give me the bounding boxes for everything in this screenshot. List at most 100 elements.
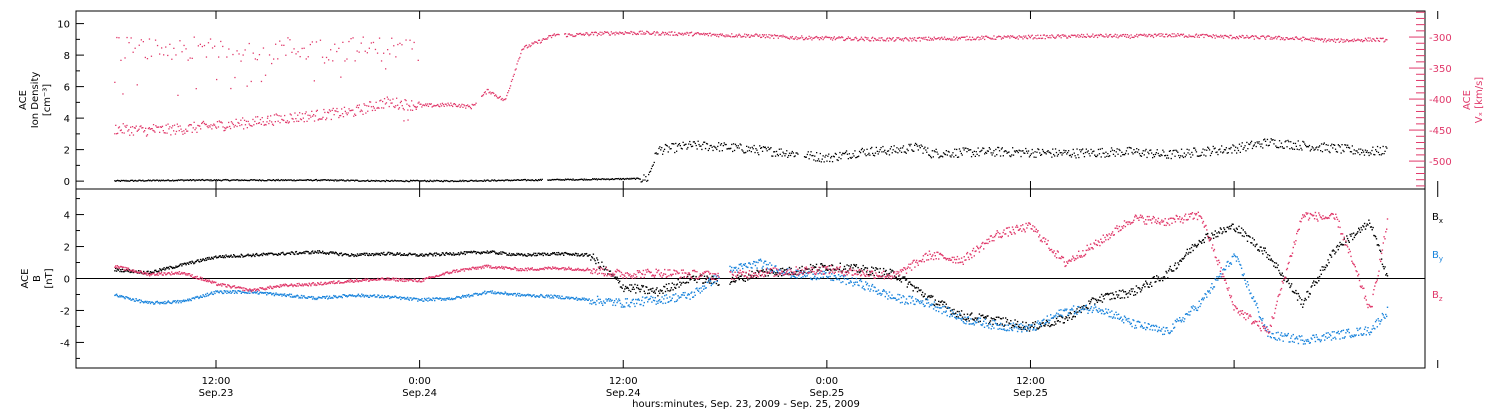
vx-point (394, 106, 396, 109)
bx-point (1022, 327, 1025, 329)
by-point (562, 297, 564, 300)
bx-point (128, 269, 130, 271)
bx-point (647, 289, 650, 291)
vx-point (309, 114, 311, 117)
bx-point (179, 263, 181, 266)
vx-point (944, 38, 947, 40)
density-point (1155, 152, 1157, 154)
vx-point (1130, 34, 1132, 36)
density-point (505, 179, 507, 181)
vx-point (823, 37, 825, 39)
density-point (914, 144, 916, 146)
density-point (417, 180, 419, 182)
vx-point (329, 110, 332, 112)
vx-point (238, 122, 240, 124)
by-point (294, 296, 297, 298)
density-point (416, 179, 418, 181)
vx-point (286, 120, 289, 122)
vx-point (693, 33, 695, 35)
bx-point (681, 277, 684, 279)
bx-point (1197, 243, 1199, 245)
bx-point (406, 254, 408, 256)
bx-point (1219, 227, 1222, 229)
vx-point (921, 37, 923, 39)
vx-point (589, 34, 591, 36)
by-point (323, 296, 326, 298)
density-point (1026, 152, 1029, 154)
density-point (465, 180, 467, 182)
vx-point (1120, 34, 1122, 36)
vx-point (716, 35, 718, 37)
density-point (548, 179, 550, 181)
vx-point (1229, 34, 1231, 37)
vx-point (401, 44, 403, 46)
density-point (966, 151, 968, 153)
vx-point (1175, 34, 1177, 36)
density-point (260, 180, 262, 182)
bx-point (551, 253, 553, 255)
bx-point (682, 281, 684, 284)
density-point (1363, 154, 1366, 156)
bx-point (417, 255, 419, 257)
density-point (838, 156, 840, 159)
by-point (351, 294, 354, 296)
density-point (1131, 151, 1133, 154)
bx-point (1183, 257, 1185, 259)
density-point (1376, 145, 1379, 148)
bx-point (1302, 303, 1305, 305)
bx-point (413, 253, 416, 255)
bx-point (774, 273, 776, 276)
bx-point (904, 279, 907, 281)
bx-point (363, 252, 365, 254)
density-point (910, 143, 912, 145)
density-point (369, 180, 371, 182)
density-point (1289, 148, 1291, 150)
bx-point (641, 286, 644, 288)
vx-point (897, 37, 899, 39)
by-point (446, 297, 449, 299)
bx-point (182, 263, 185, 265)
bx-point (933, 304, 936, 307)
vx-point (467, 104, 469, 106)
vx-point (491, 92, 493, 94)
density-point (1265, 144, 1268, 146)
field-tick-label: -4 (60, 338, 70, 349)
bx-point (165, 268, 167, 270)
density-point (1380, 154, 1382, 156)
density-point (317, 179, 319, 181)
density-point (694, 142, 696, 145)
bx-point (816, 270, 819, 272)
vx-point (703, 32, 705, 34)
vx-point (832, 37, 835, 39)
density-point (944, 153, 947, 156)
vx-point (416, 106, 418, 108)
density-point (909, 145, 911, 147)
density-point (203, 179, 206, 182)
bx-point (1294, 292, 1296, 294)
bx-point (1174, 262, 1177, 264)
density-point (1213, 148, 1215, 150)
by-point (487, 291, 489, 293)
bx-point (1330, 254, 1332, 256)
vx-point (136, 84, 138, 86)
bx-point (1307, 290, 1309, 293)
bx-point (1216, 232, 1218, 234)
vx-point (363, 103, 365, 105)
vx-point (370, 42, 372, 44)
vx-point (802, 39, 805, 41)
vx-point (1325, 41, 1327, 43)
by-point (120, 296, 122, 298)
bx-point (707, 276, 709, 279)
density-point (950, 156, 952, 158)
bx-point (614, 276, 617, 278)
vx-point (118, 126, 121, 128)
bx-point (819, 266, 821, 269)
vx-point (290, 114, 292, 116)
by-point (397, 297, 399, 299)
density-point (962, 147, 964, 149)
vx-point (418, 101, 420, 103)
density-point (1119, 149, 1121, 152)
bx-point (238, 255, 241, 257)
vx-point (1131, 36, 1133, 38)
